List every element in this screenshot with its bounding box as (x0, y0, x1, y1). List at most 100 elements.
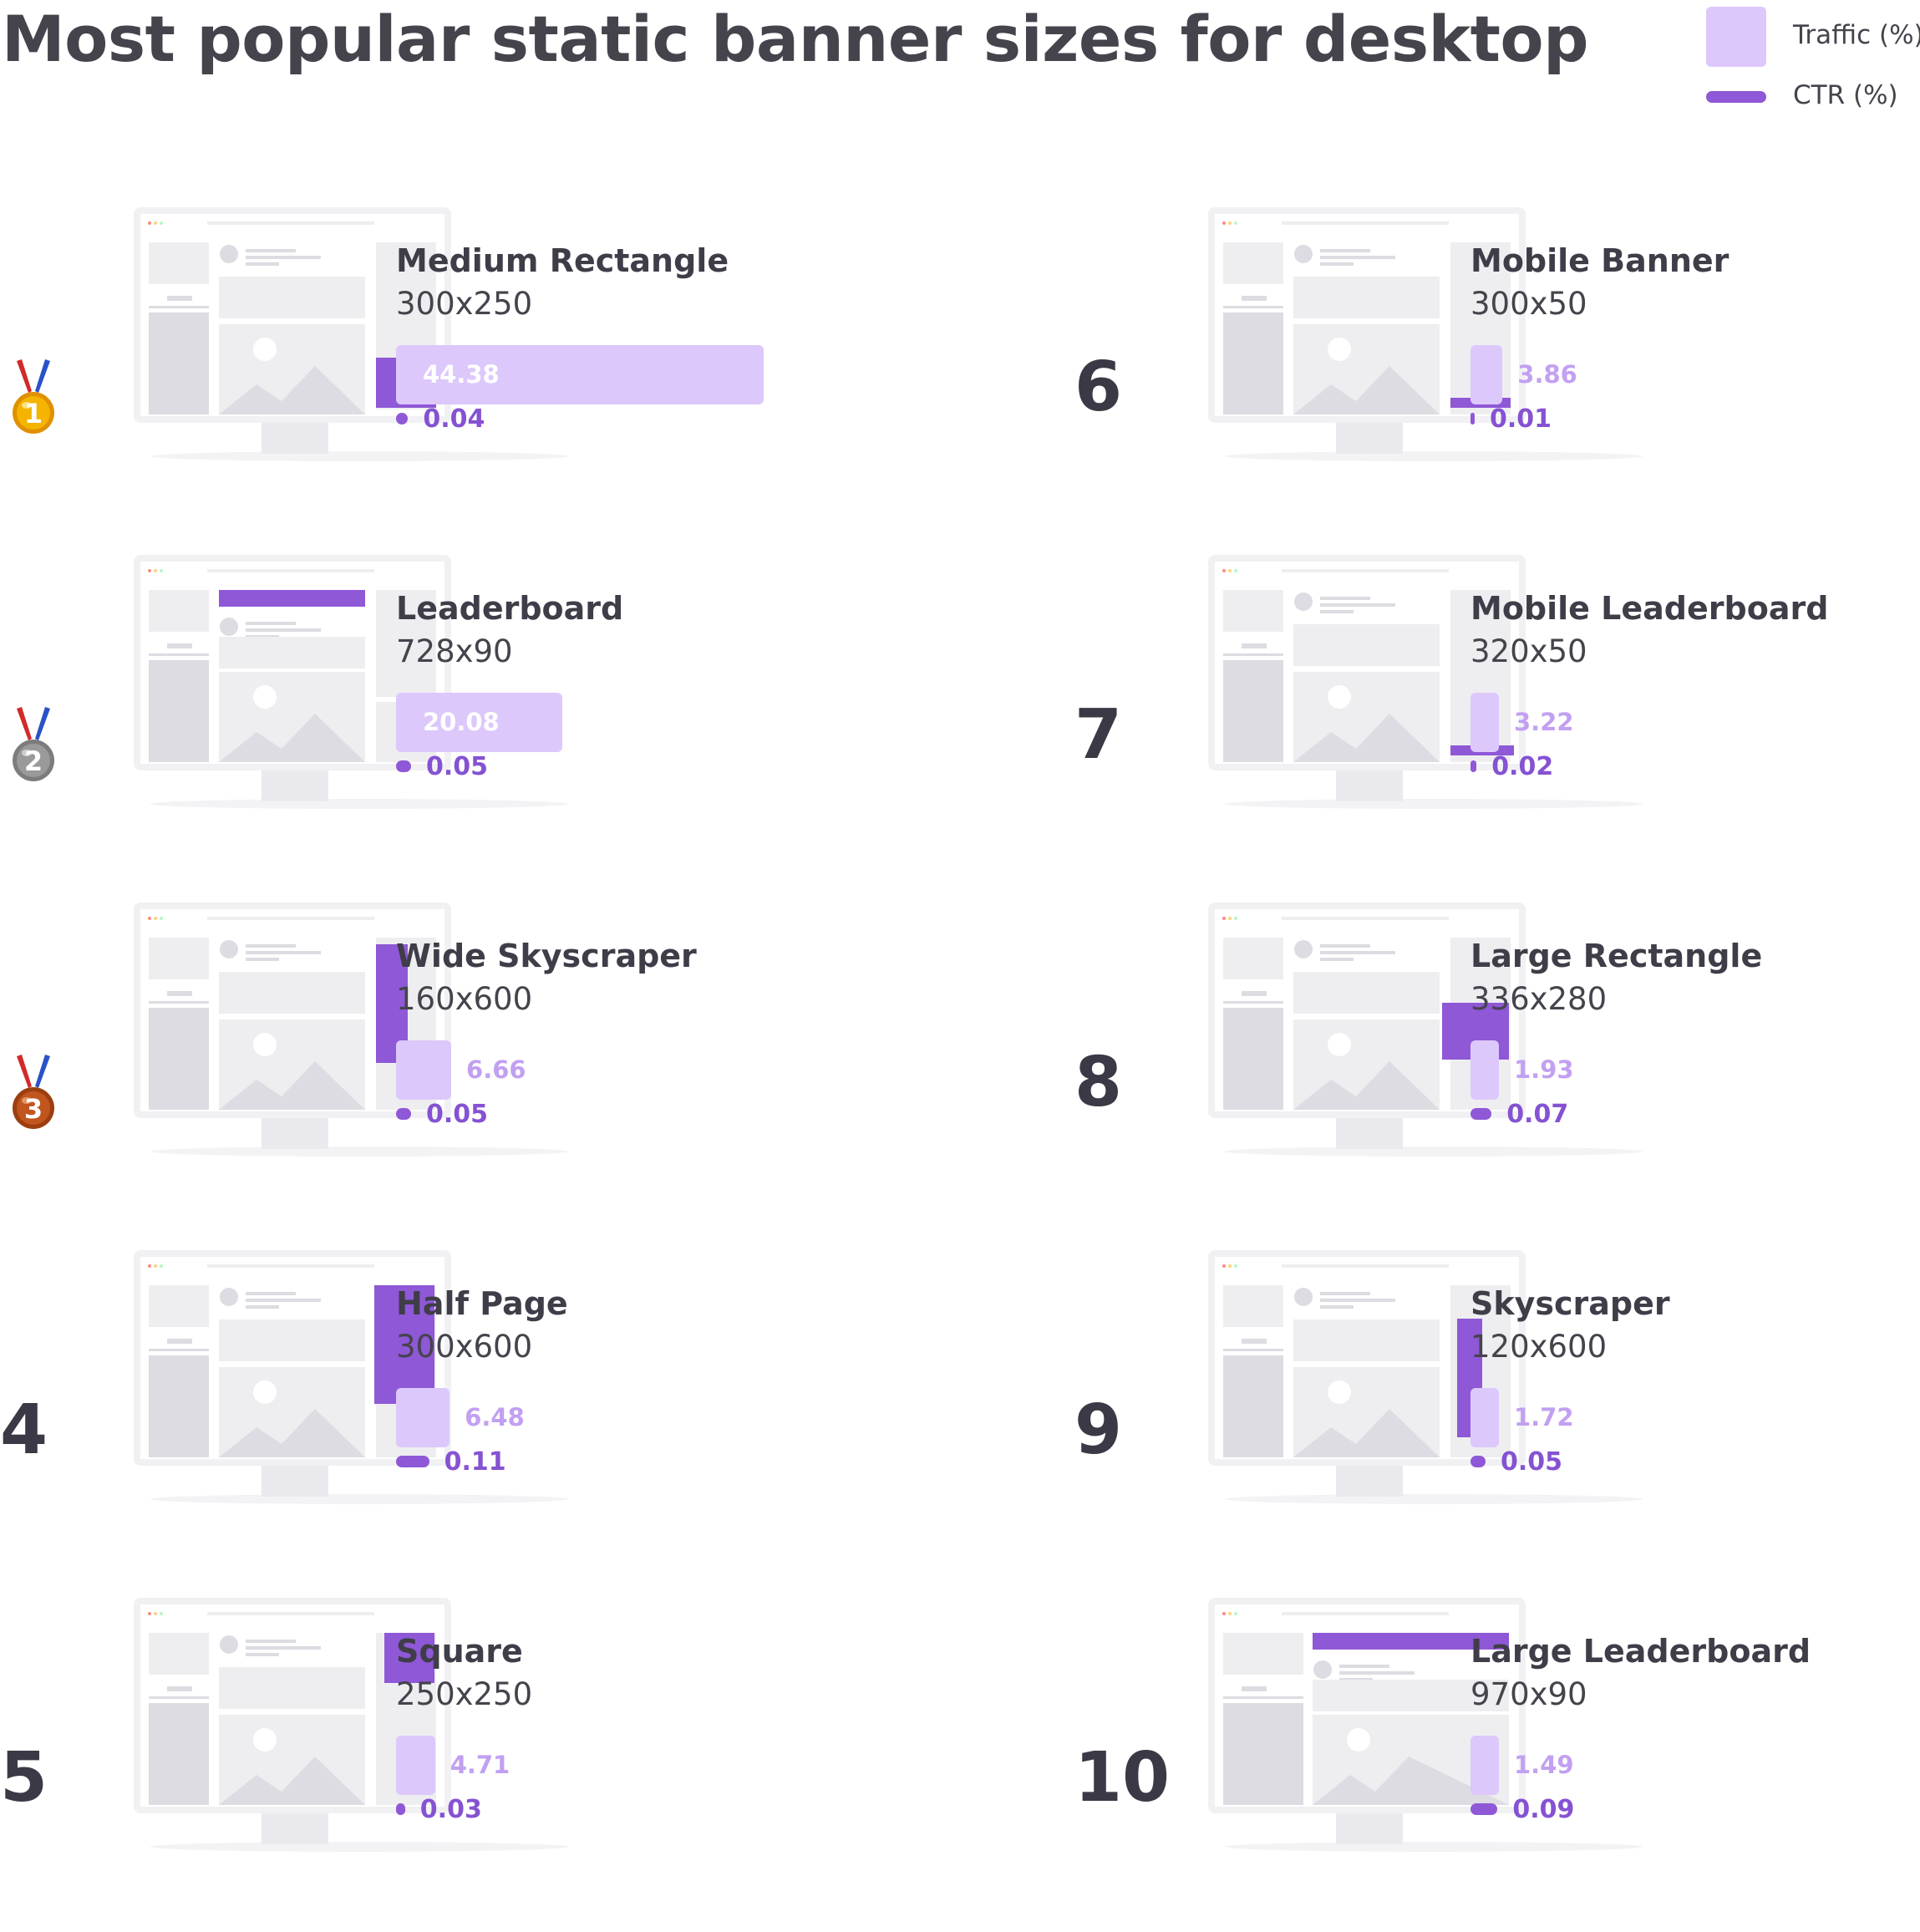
banner-dimensions: 728x90 (396, 633, 513, 669)
rank-number: 10 (1074, 1738, 1171, 1818)
monitor-stand (262, 1463, 328, 1497)
banner-row-mobile-banner: 6 Mobile Banner 300x50 3.86 0.01 (1074, 207, 1920, 541)
ctr-value: 0.05 (426, 1100, 489, 1129)
monitor-shadow (1225, 799, 1643, 809)
monitor-shadow (150, 799, 568, 809)
banner-name: Leaderboard (396, 590, 624, 627)
ctr-bar (1470, 413, 1475, 425)
ad-placement (1313, 1633, 1509, 1650)
banner-name: Half Page (396, 1285, 568, 1322)
traffic-bar (1470, 1388, 1499, 1447)
legend-swatch-ctr (1706, 91, 1766, 103)
traffic-bar (1470, 345, 1503, 404)
ad-placement (219, 590, 365, 607)
ctr-value: 0.04 (423, 404, 485, 434)
traffic-value: 1.93 (1514, 1055, 1574, 1084)
banner-dimensions: 300x600 (396, 1329, 533, 1365)
traffic-bar (1470, 693, 1499, 752)
monitor-stand (262, 420, 328, 454)
monitor-shadow (150, 1494, 568, 1504)
banner-row-skyscraper: 9 Skyscraper 120x600 1.72 0.05 (1074, 1250, 1920, 1584)
ctr-value: 0.09 (1512, 1795, 1575, 1824)
banner-name: Mobile Leaderboard (1470, 590, 1829, 627)
ctr-value: 0.05 (426, 752, 489, 781)
banner-dimensions: 320x50 (1470, 633, 1587, 669)
banner-name: Mobile Banner (1470, 242, 1730, 279)
ctr-value: 0.01 (1490, 404, 1552, 434)
banner-name: Large Rectangle (1470, 938, 1763, 974)
gold-medal-icon: 1 (10, 358, 57, 441)
ctr-bar (396, 1108, 411, 1120)
monitor-stand (1336, 1811, 1403, 1844)
monitor-illustration (1208, 902, 1659, 1170)
ctr-bar (396, 760, 411, 772)
banner-name: Skyscraper (1470, 1285, 1670, 1322)
monitor-stand (1336, 420, 1403, 454)
traffic-bar (396, 345, 764, 404)
banner-dimensions: 970x90 (1470, 1676, 1587, 1712)
banner-row-large-rectangle: 8 Large Rectangle 336x280 1.93 0.07 (1074, 902, 1920, 1237)
traffic-value: 1.72 (1514, 1403, 1574, 1431)
svg-text:3: 3 (24, 1093, 43, 1125)
monitor-shadow (150, 1146, 568, 1157)
monitor-stand (1336, 1463, 1403, 1497)
banner-name: Medium Rectangle (396, 242, 729, 279)
traffic-value: 6.66 (466, 1055, 526, 1084)
ctr-bar (396, 1803, 405, 1815)
banner-dimensions: 160x600 (396, 981, 533, 1017)
banner-name: Wide Skyscraper (396, 938, 697, 974)
ctr-value: 0.07 (1506, 1100, 1569, 1129)
traffic-value: 6.48 (465, 1403, 525, 1431)
bronze-medal-icon: 3 (10, 1053, 57, 1136)
legend-swatch-traffic (1706, 7, 1766, 67)
monitor-shadow (150, 451, 568, 461)
traffic-bar (396, 693, 563, 752)
traffic-bar (396, 1040, 452, 1100)
monitor-illustration (1208, 207, 1659, 475)
rank-number: 5 (0, 1738, 48, 1818)
ctr-value: 0.05 (1501, 1447, 1563, 1477)
legend-label-traffic: Traffic (%) (1793, 20, 1920, 50)
traffic-bar (1470, 1040, 1499, 1100)
ctr-bar (1470, 760, 1477, 772)
monitor-shadow (1225, 1842, 1643, 1852)
traffic-value: 3.22 (1514, 708, 1574, 736)
svg-text:1: 1 (24, 398, 43, 430)
banner-name: Square (396, 1633, 523, 1670)
rank-number: 7 (1074, 695, 1123, 775)
traffic-value: 4.71 (450, 1751, 510, 1779)
banner-dimensions: 336x280 (1470, 981, 1608, 1017)
banner-row-wide-skyscraper: 3 Wide Skyscraper 160x600 6.66 0.05 (0, 902, 960, 1237)
monitor-shadow (1225, 1494, 1643, 1504)
banner-dimensions: 300x250 (396, 286, 533, 322)
ctr-bar (396, 1456, 429, 1467)
banner-row-medium-rectangle: 1 Medium Rectangle 300x250 44.38 0.04 (0, 207, 960, 541)
banner-dimensions: 250x250 (396, 1676, 533, 1712)
monitor-illustration (134, 1250, 585, 1518)
banner-name: Large Leaderboard (1470, 1633, 1811, 1670)
monitor-stand (1336, 1116, 1403, 1149)
monitor-shadow (1225, 1146, 1643, 1157)
monitor-illustration (1208, 1598, 1659, 1865)
ctr-bar (396, 413, 409, 425)
traffic-bar (396, 1388, 450, 1447)
monitor-stand (262, 768, 328, 801)
banner-row-mobile-leaderboard: 7 Mobile Leaderboard 320x50 3.22 0.02 (1074, 555, 1920, 889)
banner-row-large-leaderboard: 10 Large Leaderboard 970x90 1.49 0.09 (1074, 1598, 1920, 1932)
monitor-stand (262, 1811, 328, 1844)
monitor-shadow (150, 1842, 568, 1852)
monitor-illustration (134, 207, 585, 475)
monitor-illustration (134, 1598, 585, 1865)
monitor-stand (1336, 768, 1403, 801)
rank-number: 6 (1074, 348, 1123, 427)
silver-medal-icon: 2 (10, 705, 57, 789)
ad-placement (374, 1285, 434, 1404)
monitor-shadow (1225, 451, 1643, 461)
banner-dimensions: 300x50 (1470, 286, 1587, 322)
banner-dimensions: 120x600 (1470, 1329, 1608, 1365)
rank-number: 8 (1074, 1043, 1123, 1122)
traffic-value: 20.08 (423, 708, 500, 736)
ctr-bar (1470, 1108, 1492, 1120)
traffic-value: 3.86 (1517, 360, 1577, 389)
ctr-bar (1470, 1456, 1486, 1467)
